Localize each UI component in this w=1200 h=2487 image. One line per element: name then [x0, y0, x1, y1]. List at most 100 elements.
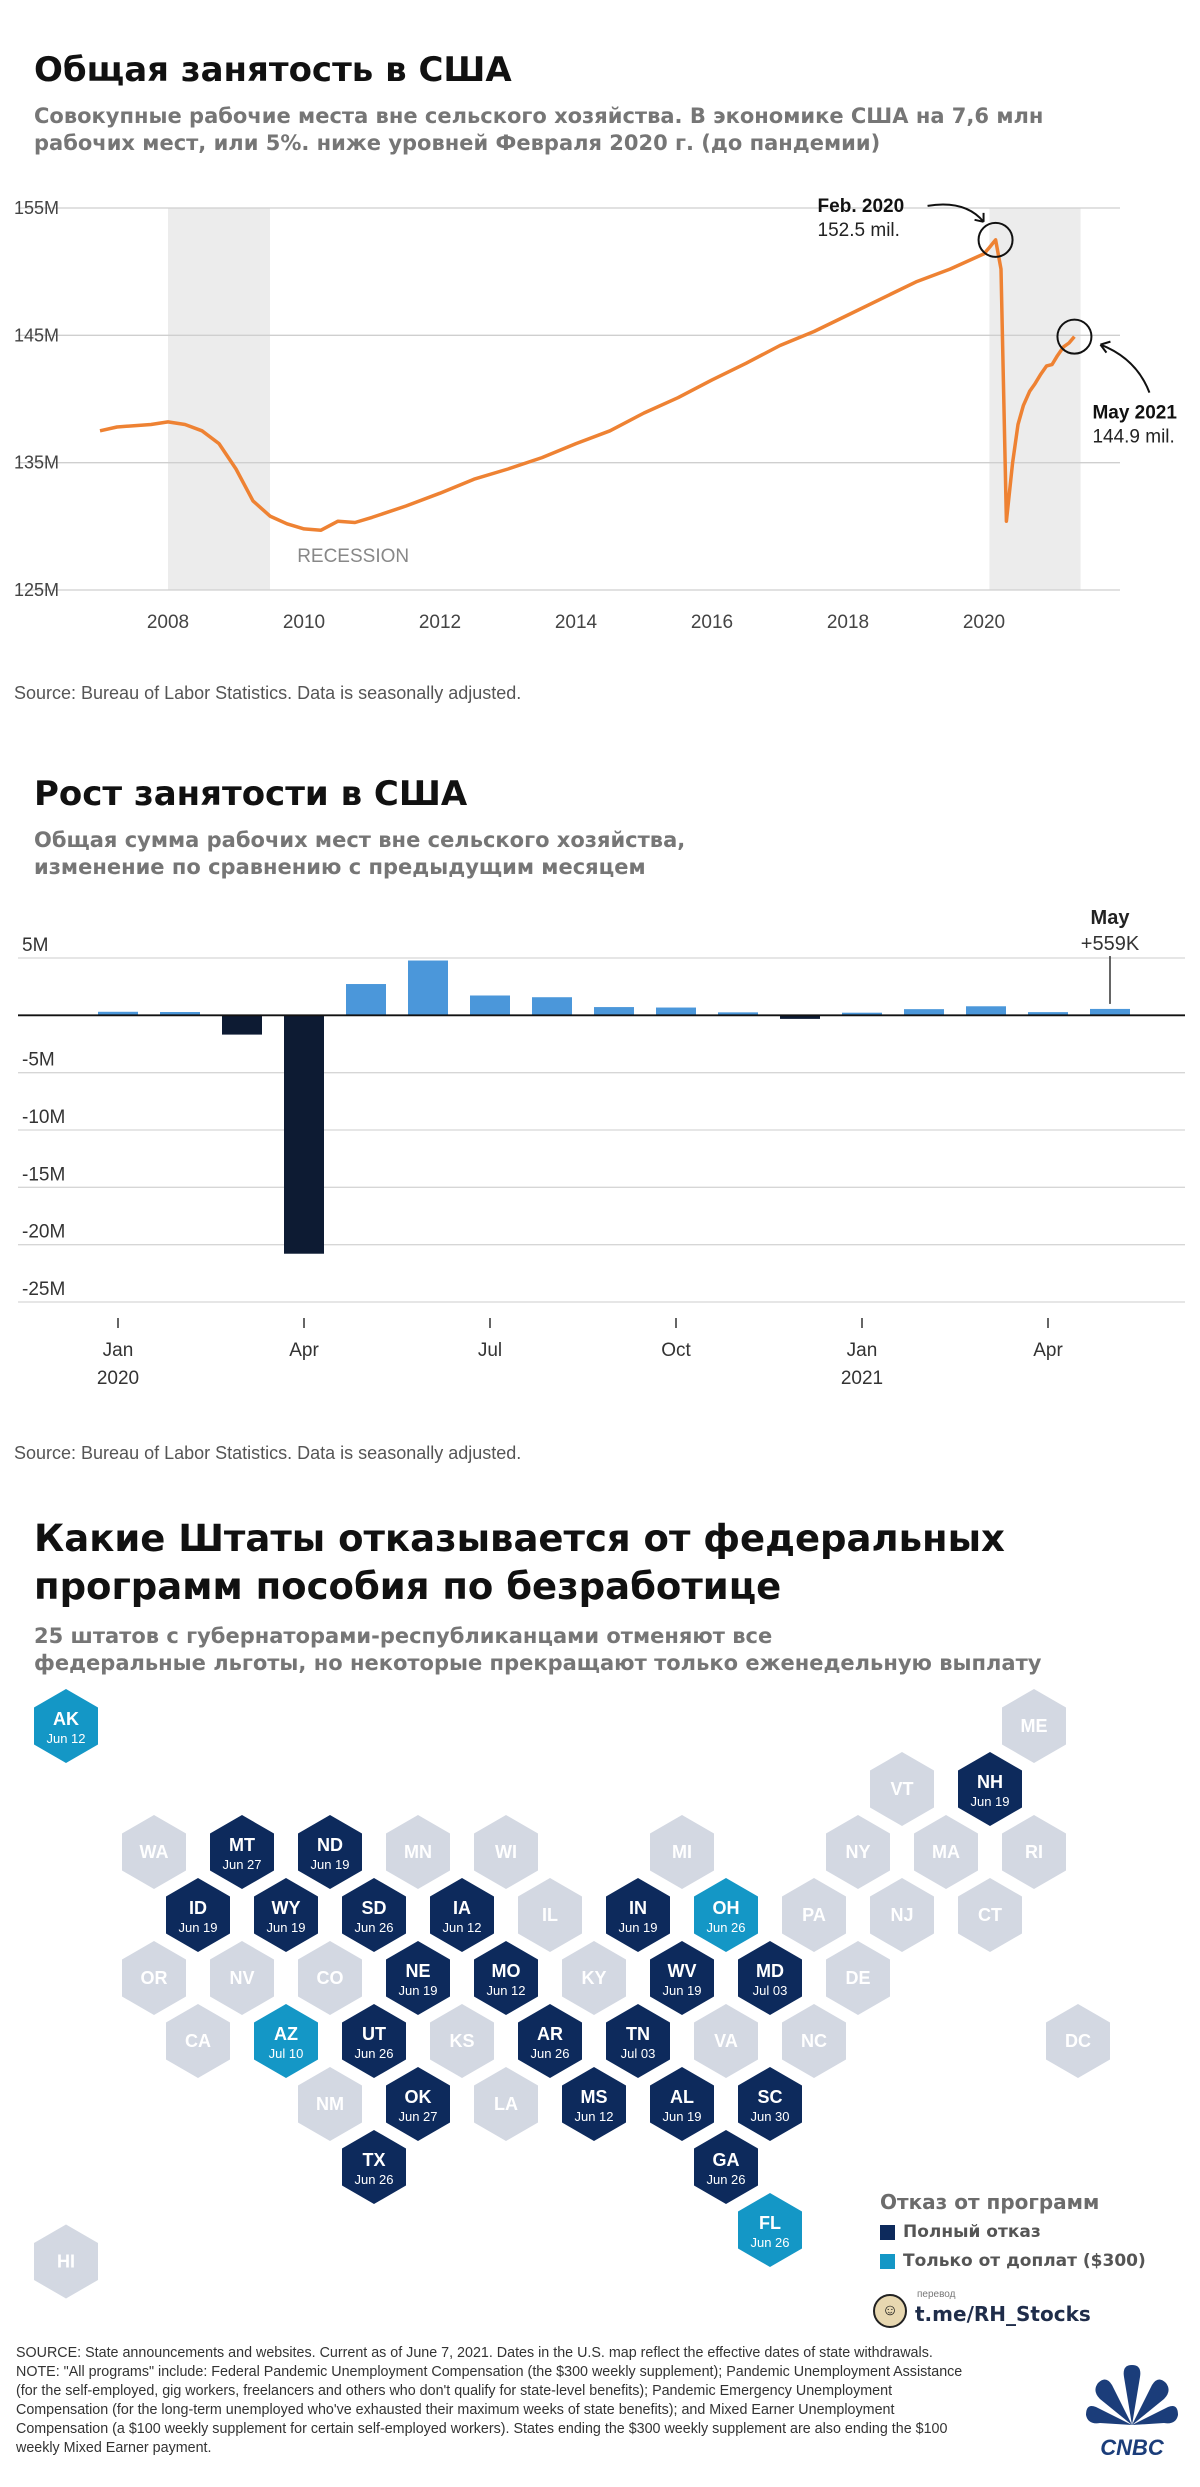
state-tile-ks: KS: [430, 2004, 494, 2078]
state-tile-ny: NY: [826, 1815, 890, 1889]
x-tick-label: 2016: [691, 612, 733, 633]
bar: [904, 1009, 944, 1016]
state-hexagon: [518, 2004, 582, 2078]
chart2-subtitle: Общая сумма рабочих мест вне сельского х…: [34, 827, 685, 881]
y-tick-label: 135M: [14, 453, 59, 473]
state-tile-ga: GA Jun 26: [694, 2130, 758, 2204]
state-abbr: MT: [229, 1835, 255, 1855]
state-hexagon: [210, 1815, 274, 1889]
state-abbr: HI: [57, 2252, 75, 2272]
state-tile-ca: CA: [166, 2004, 230, 2078]
x-tick-year-label: 2021: [841, 1368, 883, 1389]
peacock-icon: [1086, 2365, 1178, 2425]
legend-full: Полный отказ: [880, 2222, 1041, 2242]
may-annotation-value: +559K: [1081, 933, 1140, 955]
bar: [780, 1015, 820, 1019]
state-abbr: NV: [229, 1968, 254, 1988]
state-date: Jul 03: [753, 1983, 788, 1998]
state-tile-mi: MI: [650, 1815, 714, 1889]
state-abbr: TX: [362, 2150, 385, 2170]
bar: [1028, 1012, 1068, 1016]
state-abbr: NM: [316, 2094, 344, 2114]
x-tick-label: Jan: [103, 1340, 134, 1361]
state-hexagon: [870, 1752, 934, 1826]
feb-2020-arrow: [927, 203, 985, 223]
x-tick-label: Jan: [847, 1340, 878, 1361]
state-tile-sc: SC Jun 30: [738, 2067, 802, 2141]
state-hexagon: [122, 1815, 186, 1889]
state-tile-ky: KY: [562, 1941, 626, 2015]
state-date: Jun 19: [618, 1920, 657, 1935]
state-tile-fl: FL Jun 26: [738, 2193, 802, 2267]
state-abbr: NC: [801, 2031, 827, 2051]
may-2021-arrowhead: [1099, 340, 1111, 354]
chart2-source: Source: Bureau of Labor Statistics. Data…: [14, 1443, 522, 1463]
state-tile-ut: UT Jun 26: [342, 2004, 406, 2078]
state-abbr: LA: [494, 2094, 518, 2114]
legend-full-swatch: [880, 2224, 895, 2240]
y-tick-label: 5M: [22, 935, 48, 956]
state-abbr: NE: [405, 1961, 430, 1981]
x-tick-label: Apr: [289, 1340, 319, 1361]
x-tick-label: 2010: [283, 612, 325, 633]
state-hexagon: [606, 1878, 670, 1952]
state-hexagon: [738, 2067, 802, 2141]
state-abbr: UT: [362, 2024, 386, 2044]
state-date: Jun 12: [486, 1983, 525, 1998]
state-tile-ma: MA: [914, 1815, 978, 1889]
map-title: Какие Штаты отказывается от федеральных …: [34, 1515, 1005, 1611]
y-tick-label: -25M: [22, 1279, 65, 1300]
footnote-line: NOTE: "All programs" include: Federal Pa…: [16, 2364, 963, 2380]
state-hexagon: [210, 1941, 274, 2015]
credit-small-text: перевод: [917, 2289, 956, 2300]
state-hexagon: [254, 1878, 318, 1952]
state-tile-az: AZ Jul 10: [254, 2004, 318, 2078]
chart1-subtitle-line: Совокупные рабочие места вне сельского х…: [34, 104, 1044, 128]
state-tile-wy: WY Jun 19: [254, 1878, 318, 1952]
recession-label: RECESSION: [297, 546, 409, 567]
state-abbr: VT: [890, 1779, 913, 1799]
state-hexagon: [826, 1941, 890, 2015]
state-hexagon: [166, 1878, 230, 1952]
may-2021-label: May 2021: [1092, 403, 1177, 424]
state-hexagon: [298, 2067, 362, 2141]
state-abbr: OK: [405, 2087, 432, 2107]
state-hexagon: [254, 2004, 318, 2078]
chart2-title: Рост занятости в США: [34, 774, 468, 814]
state-abbr: ND: [317, 1835, 343, 1855]
state-hexagon: [782, 1878, 846, 1952]
state-hexagon: [958, 1878, 1022, 1952]
x-tick-label: 2012: [419, 612, 461, 633]
bar: [966, 1006, 1006, 1016]
state-abbr: WV: [668, 1961, 697, 1981]
state-hexagon: [694, 1878, 758, 1952]
state-abbr: ID: [189, 1898, 207, 1918]
state-tile-co: CO: [298, 1941, 362, 2015]
bar: [842, 1012, 882, 1016]
state-date: Jul 10: [269, 2046, 304, 2061]
footnote-line: Compensation (a $100 weekly supplement f…: [16, 2421, 948, 2437]
feb-2020-arrowhead: [974, 212, 985, 223]
footnote-line: (for the self-employed, gig workers, fre…: [16, 2383, 893, 2399]
state-date: Jun 26: [706, 2172, 745, 2187]
y-tick-label: 155M: [14, 198, 59, 218]
state-hexagon: [474, 1815, 538, 1889]
x-tick-label: Oct: [661, 1340, 691, 1361]
state-date: Jun 12: [46, 1731, 85, 1746]
bar: [718, 1012, 758, 1016]
state-abbr: IL: [542, 1905, 558, 1925]
state-hexagon: [650, 1941, 714, 2015]
map-subtitle: 25 штатов с губернаторами-республиканцам…: [34, 1623, 1041, 1677]
y-tick-label: 125M: [14, 580, 59, 600]
state-abbr: GA: [713, 2150, 740, 2170]
bar: [284, 1015, 324, 1254]
state-hexagon: [870, 1878, 934, 1952]
state-tile-ia: IA Jun 12: [430, 1878, 494, 1952]
state-date: Jun 26: [530, 2046, 569, 2061]
state-abbr: MD: [756, 1961, 784, 1981]
state-hexagon: [342, 2004, 406, 2078]
credit-link[interactable]: t.me/RH_Stocks: [915, 2302, 1091, 2326]
x-tick-year-label: 2020: [97, 1368, 139, 1389]
state-hexagon: [782, 2004, 846, 2078]
